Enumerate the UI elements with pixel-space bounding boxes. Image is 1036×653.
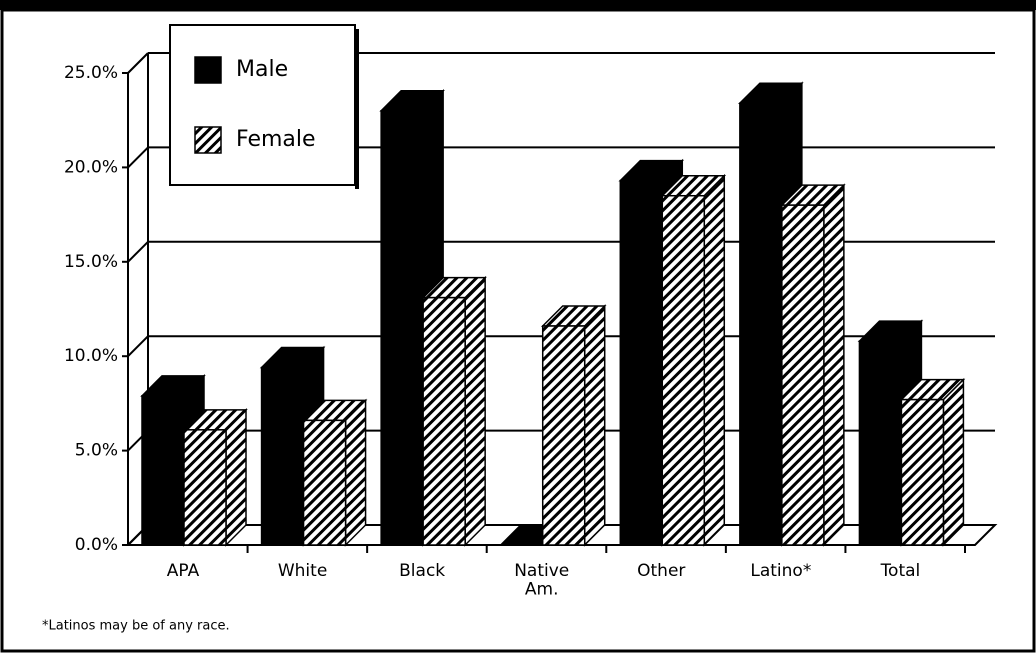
y-tick-label: 20.0% (64, 157, 118, 177)
legend-label: Female (236, 127, 316, 152)
x-tick-label: Total (880, 561, 921, 581)
grid-line (127, 146, 149, 169)
bar-front (661, 194, 706, 546)
grid-line (127, 52, 149, 74)
x-tick-label: White (278, 561, 327, 581)
bar (182, 408, 248, 547)
x-tick-label: Other (637, 561, 685, 581)
bar-front (900, 398, 945, 546)
footnote: *Latinos may be of any race. (42, 619, 230, 634)
frame (0, 8, 1036, 653)
bar (660, 173, 727, 547)
bar-front (422, 296, 466, 546)
bar (421, 275, 487, 547)
bar-front (260, 366, 305, 546)
bar-side (703, 173, 726, 547)
bar-side (344, 398, 367, 547)
legend-shadow (355, 29, 359, 189)
bar (899, 377, 966, 547)
y-tick-label: 0.0% (75, 535, 118, 555)
grid-line (127, 335, 149, 357)
y-tick-label: 15.0% (64, 252, 118, 272)
x-tick-label: Native Am. (514, 561, 569, 600)
legend-swatch (194, 56, 222, 84)
y-tick-label: 5.0% (75, 441, 118, 461)
top-strip (0, 0, 1036, 10)
legend-label: Male (236, 57, 288, 82)
bar (780, 183, 846, 547)
bar-front (781, 204, 825, 546)
bar-front (302, 419, 347, 546)
bar-side (583, 304, 606, 547)
x-tick-label: Black (399, 561, 445, 581)
x-tick-label: Latino* (750, 561, 811, 581)
bar-front (858, 340, 903, 546)
bar-side (464, 275, 486, 547)
bar-side (942, 377, 965, 547)
bar-side (225, 408, 247, 547)
grid-line (127, 241, 149, 263)
bar-front (380, 110, 424, 546)
legend-box (169, 24, 356, 186)
x-tick-label: APA (167, 561, 200, 581)
legend-swatch (194, 126, 222, 154)
bar-front (739, 102, 783, 546)
y-tick-label: 25.0% (64, 63, 118, 83)
bar-front (141, 395, 185, 546)
bar-front (541, 325, 586, 546)
bar-front (619, 179, 664, 546)
bar (540, 304, 607, 547)
bar-front (183, 429, 227, 546)
bar (301, 398, 368, 547)
bar-side (823, 183, 845, 547)
y-tick-label: 10.0% (64, 346, 118, 366)
